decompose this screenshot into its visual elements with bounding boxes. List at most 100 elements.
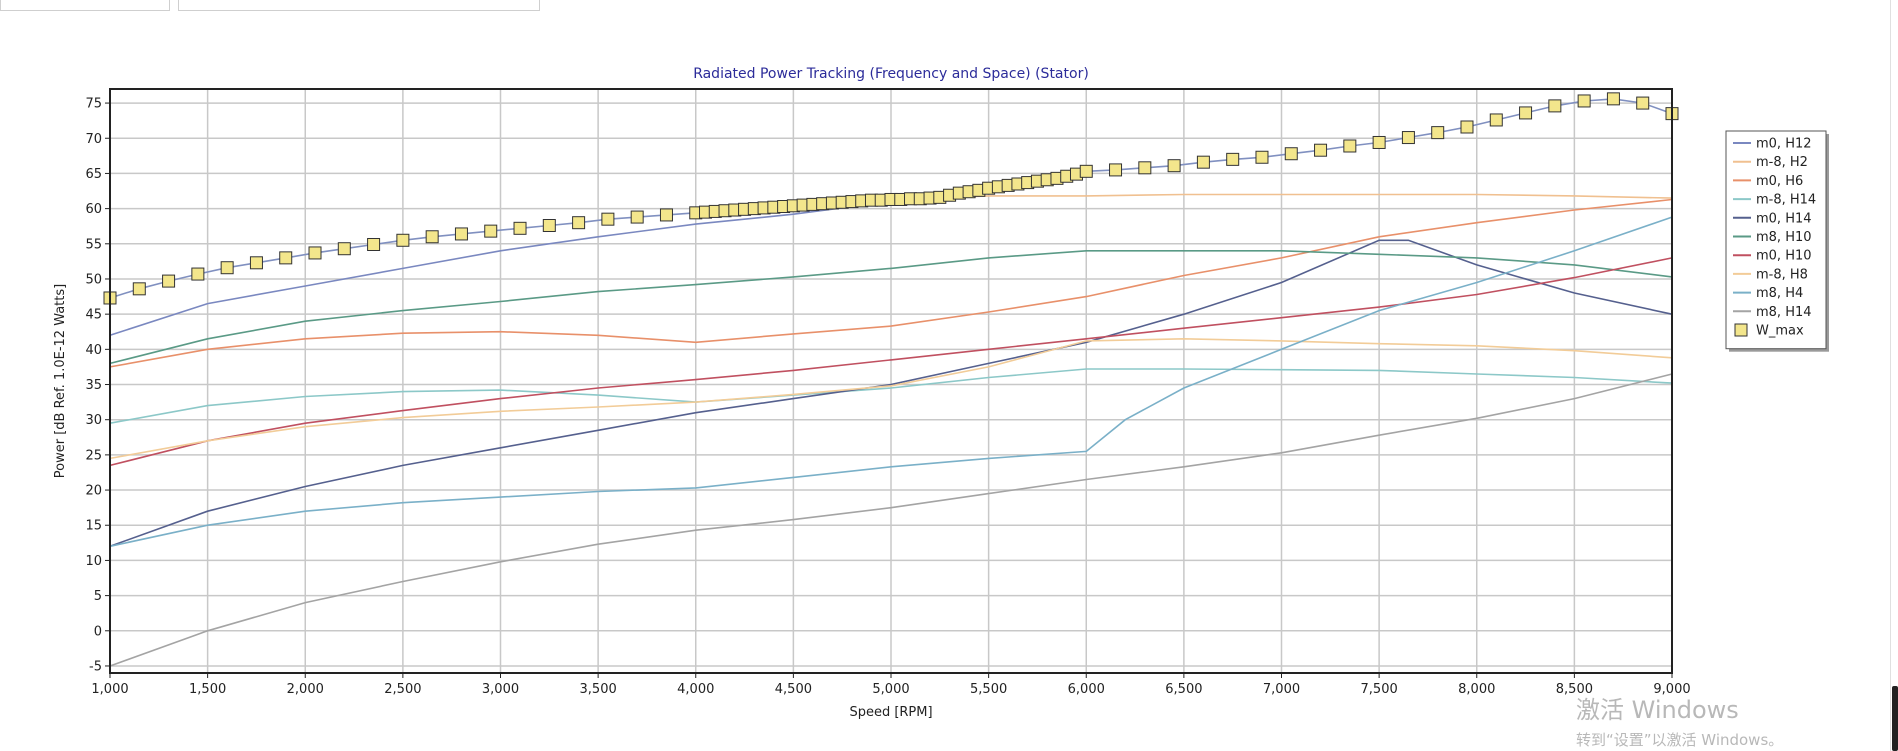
wmax-marker [1314, 143, 1328, 157]
wmax-marker [1519, 106, 1533, 120]
legend[interactable]: m0, H12 m-8, H2 m0, H6 m-8, H14 m0, H14 m8, H… [1725, 130, 1829, 352]
scrollbar-thumb[interactable] [1892, 686, 1898, 751]
watermark-line1: 激活 Windows [1576, 696, 1739, 724]
wmax-marker [630, 210, 644, 224]
legend-label: m-8, H2 [1756, 155, 1808, 170]
y-tick-label: 20 [85, 484, 102, 499]
legend-marker [1734, 323, 1748, 337]
x-tick-label: 4,500 [775, 682, 812, 697]
wmax-marker [484, 224, 498, 238]
wmax-marker [249, 256, 263, 270]
wmax-marker [1401, 131, 1415, 145]
grid-lines [109, 89, 1673, 673]
y-tick-label: 55 [85, 237, 102, 252]
series-line-m-8-h14 [109, 368, 1673, 424]
series-line-m8-h14 [109, 373, 1673, 667]
y-tick-label: 60 [85, 202, 102, 217]
legend-item[interactable]: m-8, H2 [1733, 155, 1808, 170]
wmax-marker [601, 212, 615, 226]
chart-title: Radiated Power Tracking (Frequency and S… [693, 66, 1089, 82]
series-line-m0-h10 [109, 257, 1673, 467]
right-edge-strip [1890, 0, 1898, 751]
y-tick-label: 15 [85, 519, 102, 534]
x-tick-label: 5,500 [970, 682, 1007, 697]
legend-label: m8, H14 [1756, 305, 1812, 320]
wmax-marker [162, 274, 176, 288]
legend-item[interactable]: m0, H14 [1733, 211, 1812, 226]
legend-item[interactable]: m-8, H14 [1733, 193, 1816, 208]
x-tick-label: 6,000 [1068, 682, 1105, 697]
wmax-marker [659, 208, 673, 222]
x-tick-label: 8,000 [1458, 682, 1495, 697]
legend-label: m8, H10 [1756, 230, 1812, 245]
windows-activation-watermark: 激活 Windows 转到“设置”以激活 Windows。 [1576, 690, 1783, 750]
legend-item[interactable]: m8, H10 [1733, 230, 1812, 245]
series-line-m-8-h8 [109, 337, 1673, 460]
wmax-marker [396, 233, 410, 247]
x-tick-label: 7,000 [1263, 682, 1300, 697]
x-tick-label: 2,500 [384, 682, 421, 697]
legend-label: m0, H14 [1756, 211, 1812, 226]
legend-label: m0, H12 [1756, 137, 1812, 152]
series-line-m8-h4 [109, 216, 1673, 548]
legend-item[interactable]: m0, H12 [1733, 137, 1812, 152]
wmax-marker [132, 282, 146, 296]
wmax-marker [1196, 155, 1210, 169]
wmax-marker [279, 251, 293, 265]
legend-item[interactable]: m-8, H8 [1733, 267, 1808, 282]
wmax-marker [454, 227, 468, 241]
y-tick-label: 35 [85, 378, 102, 393]
axis-ticks: 1,000 1,500 2,000 2,500 3,000 3,500 4,000 4,500… [85, 97, 1690, 697]
legend-item[interactable]: m0, H10 [1733, 249, 1812, 264]
wmax-marker [220, 261, 234, 275]
y-tick-label: 40 [85, 343, 102, 358]
series-line-m8-h10 [109, 250, 1673, 365]
wmax-marker [513, 221, 527, 235]
wmax-marker [1255, 150, 1269, 164]
wmax-marker [1343, 139, 1357, 153]
wmax-marker [191, 267, 205, 281]
legend-box [1725, 130, 1827, 350]
wmax-marker [367, 237, 381, 251]
wmax-marker [1226, 152, 1240, 166]
legend-item[interactable]: W_max [1734, 323, 1804, 339]
top-toolbar-remnant [0, 0, 1898, 14]
wmax-marker [1577, 94, 1591, 108]
toolbar-box-right[interactable] [178, 0, 540, 11]
y-tick-label: 30 [85, 413, 102, 428]
y-tick-label: 10 [85, 554, 102, 569]
series-line-m0-h6 [109, 198, 1673, 368]
legend-label: W_max [1756, 324, 1804, 339]
y-tick-label: 5 [94, 589, 102, 604]
x-tick-label: 2,000 [287, 682, 324, 697]
x-tick-label: 3,000 [482, 682, 519, 697]
wmax-marker [542, 219, 556, 233]
wmax-marker [1460, 120, 1474, 134]
wmax-marker [1372, 135, 1386, 149]
legend-label: m-8, H8 [1756, 267, 1808, 282]
y-tick-label: 70 [85, 132, 102, 147]
y-tick-label: 75 [85, 97, 102, 112]
series-layer [103, 92, 1679, 667]
wmax-marker [1606, 92, 1620, 106]
y-axis-label: Power [dB Ref. 1.0E-12 Watts] [53, 284, 68, 478]
wmax-marker [1138, 161, 1152, 175]
series-line-m0-h14 [109, 239, 1673, 548]
x-tick-label: 1,000 [91, 682, 128, 697]
wmax-marker [1489, 113, 1503, 127]
legend-item[interactable]: m8, H14 [1733, 305, 1812, 320]
x-tick-label: 6,500 [1165, 682, 1202, 697]
legend-item[interactable]: m8, H4 [1733, 286, 1803, 301]
x-tick-label: 7,500 [1361, 682, 1398, 697]
wmax-marker [425, 230, 439, 244]
wmax-marker [337, 242, 351, 256]
legend-item[interactable]: m0, H6 [1733, 174, 1803, 189]
legend-label: m0, H10 [1756, 249, 1812, 264]
toolbar-box-left[interactable] [0, 0, 170, 11]
y-tick-label: 65 [85, 167, 102, 182]
y-tick-label: -5 [89, 659, 102, 674]
wmax-marker [1636, 96, 1650, 110]
legend-label: m0, H6 [1756, 174, 1803, 189]
x-tick-label: 9,000 [1653, 682, 1690, 697]
